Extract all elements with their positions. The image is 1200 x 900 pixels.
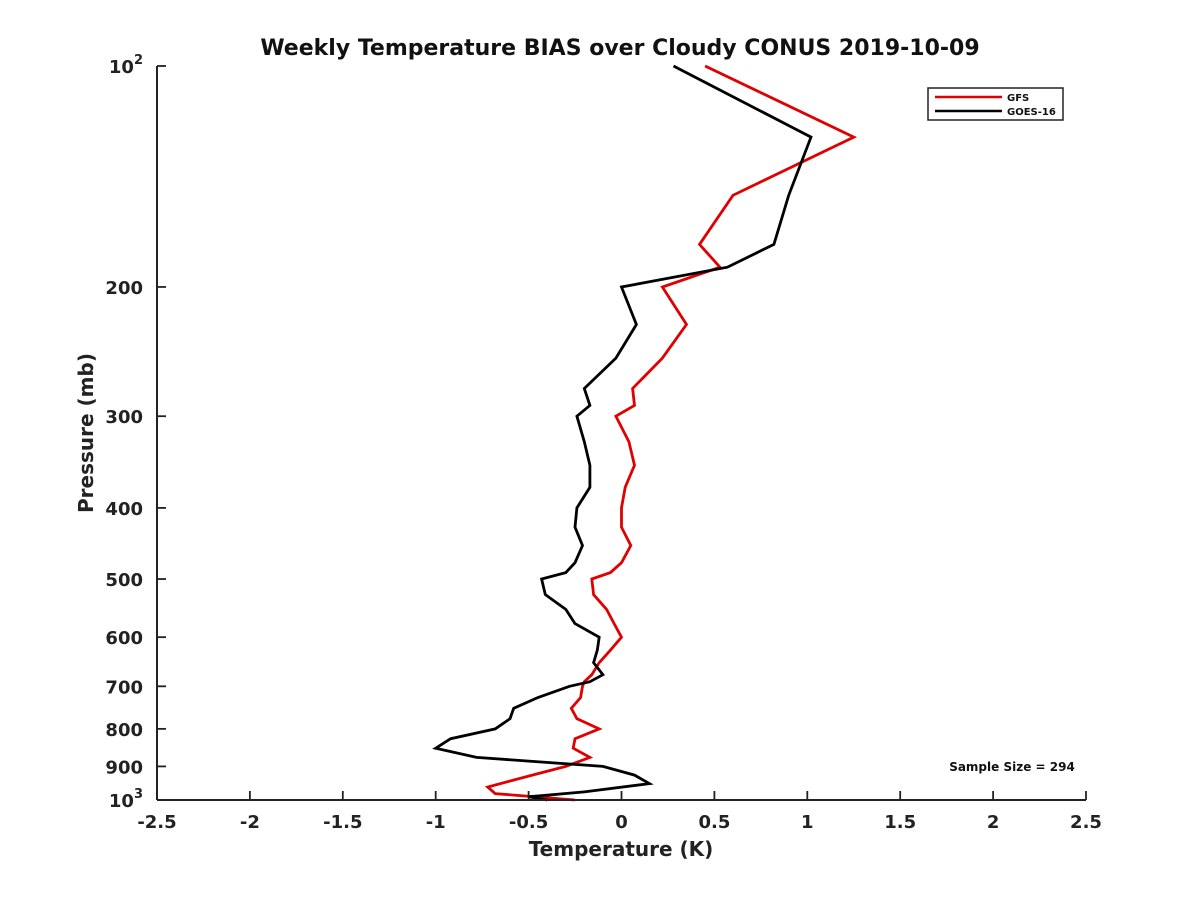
x-tick-label: -0.5 [509,812,548,833]
x-tick-label: 2 [987,812,1000,833]
x-tick-label: -2 [240,812,260,833]
x-tick-label: 2.5 [1070,812,1102,833]
y-tick-label: 800 [105,720,143,741]
legend-box [927,87,1064,121]
legend-label-goes16: GOES-16 [1007,107,1056,118]
y-tick-label: 700 [105,677,143,698]
y-tick-label: 102 [109,53,143,78]
x-tick-label: 0 [615,812,628,833]
y-axis-label: Pressure (mb) [74,353,98,513]
y-tick-label: 500 [105,570,143,591]
x-tick-label: -2.5 [137,812,176,833]
x-tick-label: 1 [801,812,814,833]
x-ticks: -2.5 -2 -1.5 -1 -0.5 0 0.5 1 1.5 2 2.5 [137,791,1102,833]
chart-title: Weekly Temperature BIAS over Cloudy CONU… [260,36,979,61]
x-tick-label: 0.5 [698,812,730,833]
legend: GFS GOES-16 [927,87,1064,121]
y-tick-label: 103 [109,787,143,812]
legend-label-gfs: GFS [1007,93,1029,104]
x-axis-label: Temperature (K) [529,837,714,861]
x-tick-label: -1 [426,812,446,833]
y-tick-label: 400 [105,499,143,520]
series-line-goes16 [432,64,813,802]
y-ticks: 102 200 300 400 500 600 700 800 900 103 [105,53,166,812]
y-tick-label: 300 [105,407,143,428]
series-layer [432,64,858,802]
y-tick-label: 200 [105,278,143,299]
x-tick-label: 1.5 [884,812,916,833]
y-tick-label: 900 [105,757,143,778]
series-line-gfs [484,64,858,802]
y-tick-label: 600 [105,628,143,649]
x-tick-label: -1.5 [323,812,362,833]
sample-size-annotation: Sample Size = 294 [949,760,1075,774]
